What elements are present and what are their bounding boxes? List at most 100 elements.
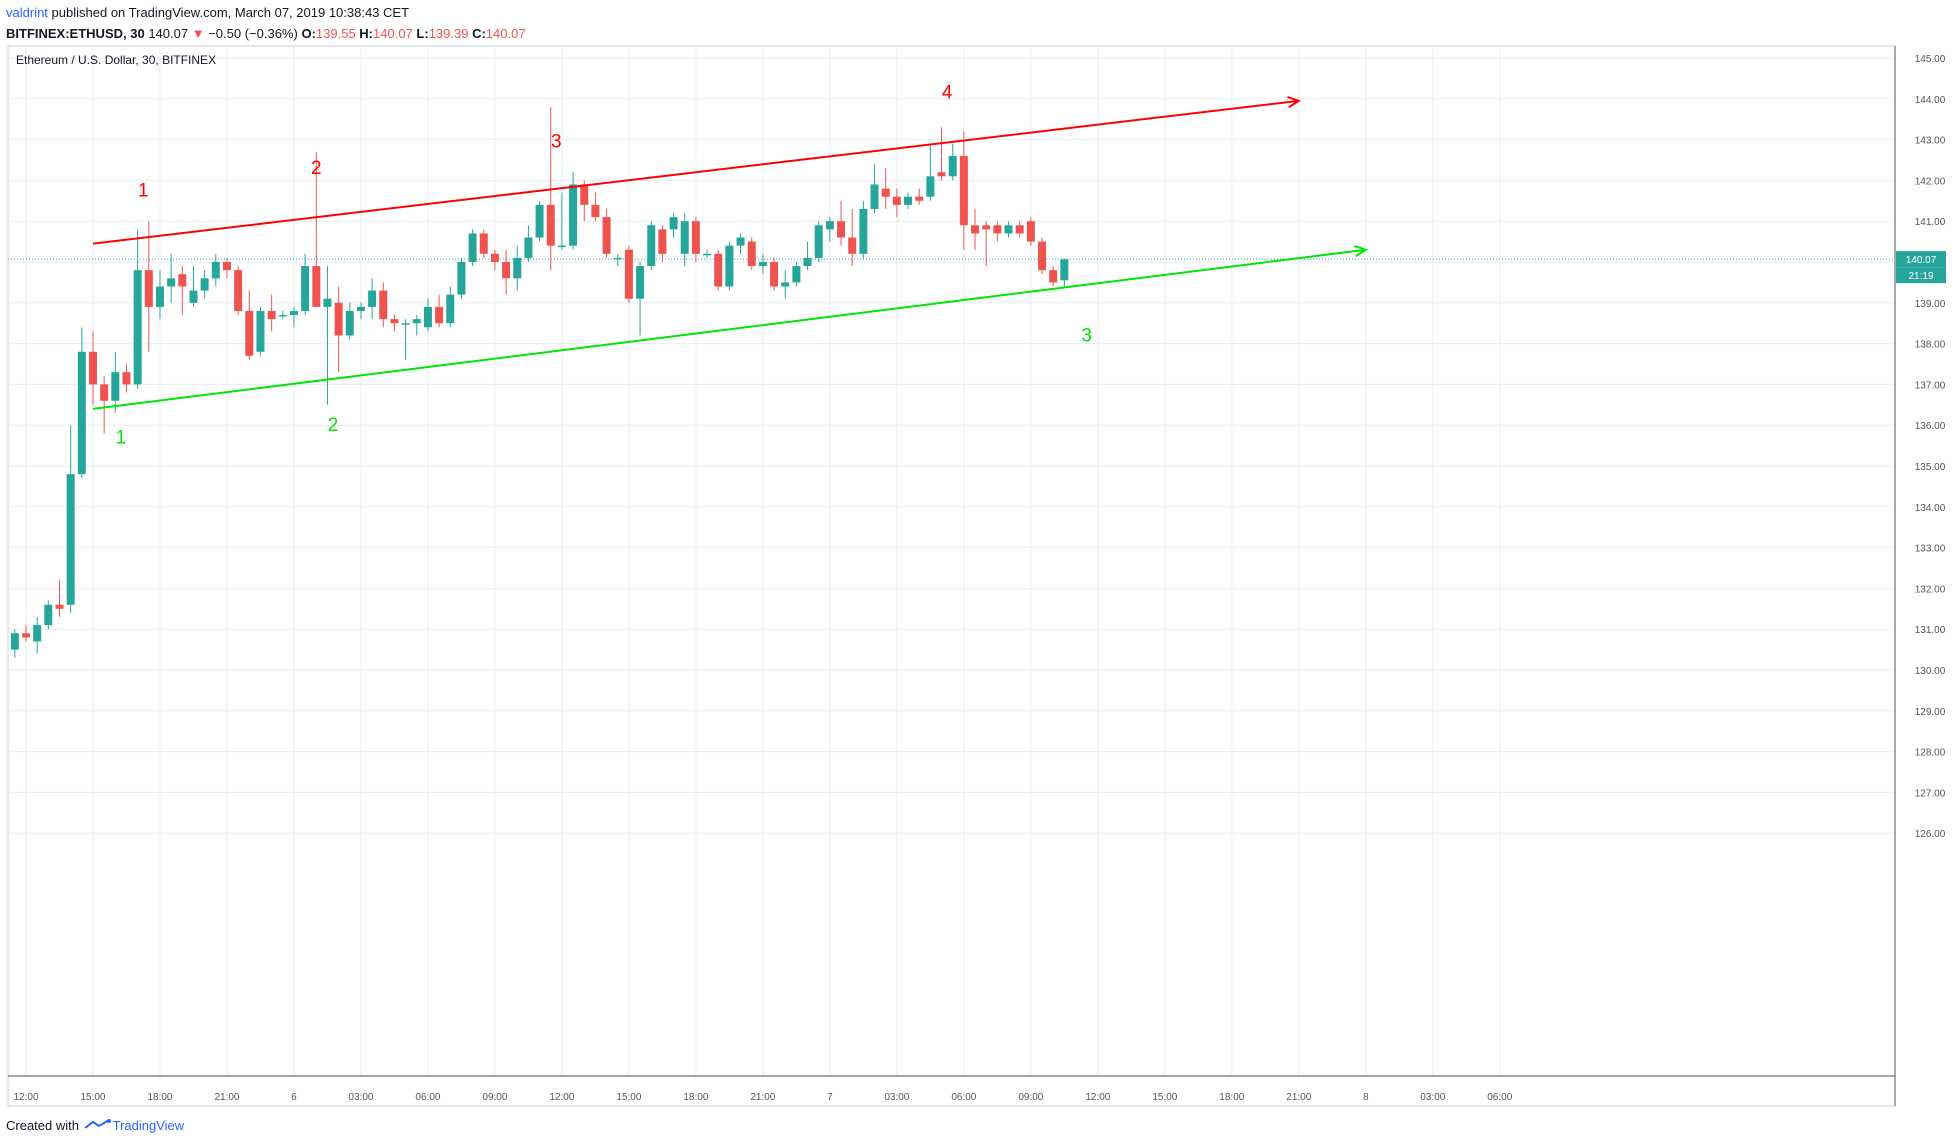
trendlines[interactable] [92, 95, 1369, 410]
candle [736, 233, 745, 254]
time-tick-label: 8 [1363, 1092, 1369, 1103]
candle-body [1015, 225, 1024, 234]
candle-body [278, 315, 287, 317]
time-axis[interactable]: 12:00 15:00 18:00 21:00 6 03:00 06:00 09:00 12:0… [13, 1092, 1512, 1103]
candle-body [915, 196, 924, 201]
candle [591, 192, 600, 222]
candle [926, 143, 935, 201]
candle [814, 221, 823, 262]
candle [1038, 237, 1047, 275]
candle-body [88, 351, 97, 385]
candle [825, 217, 834, 242]
touch-label: 1 [138, 181, 149, 202]
change-down-icon: ▼ [191, 26, 205, 41]
candle-body [144, 270, 153, 307]
candle [435, 294, 444, 328]
candle [44, 600, 53, 630]
author-link[interactable]: valdrint [6, 5, 48, 20]
candle-body [591, 204, 600, 218]
price-axis[interactable]: 145.00144.00143.00142.00141.00140.00139.… [1915, 54, 1946, 840]
candle-body [613, 257, 622, 260]
candle [993, 221, 1002, 242]
candle [345, 302, 354, 340]
price-tick-label: 142.00 [1915, 176, 1946, 187]
symbol-label: BITFINEX:ETHUSD, 30 [6, 26, 145, 41]
time-tick-label: 18:00 [147, 1092, 172, 1103]
price-tick-label: 135.00 [1915, 462, 1946, 473]
candle-body [1004, 225, 1013, 234]
candle-body [111, 372, 120, 401]
candle-body [513, 257, 522, 279]
price-tick-label: 126.00 [1915, 829, 1946, 840]
candle-body [535, 204, 544, 238]
candle-body [423, 306, 432, 328]
candle [211, 253, 220, 287]
candle-body [758, 262, 767, 267]
candle [1026, 217, 1035, 246]
candle-body [848, 237, 857, 254]
support-arrow-icon [1354, 244, 1369, 258]
price-tick-label: 132.00 [1915, 584, 1946, 595]
candle [915, 188, 924, 205]
candle-body [379, 290, 388, 320]
touch-label: 3 [1081, 325, 1092, 346]
price-tick-label: 131.00 [1915, 625, 1946, 636]
candle-body [1038, 241, 1047, 271]
candle [423, 298, 432, 332]
candle [100, 376, 109, 434]
candle [758, 253, 767, 275]
high-label: H: [359, 26, 374, 41]
price-tick-label: 127.00 [1915, 788, 1946, 799]
candle-body [33, 625, 42, 642]
price-tick-label: 138.00 [1915, 340, 1946, 351]
candle-body [1060, 259, 1069, 281]
annotations: 1 2 3 4 1 2 3 [116, 83, 1092, 449]
candle [1049, 266, 1058, 287]
candle-body [55, 604, 64, 609]
candle [479, 229, 488, 258]
last-price-tag-bg [1896, 251, 1946, 268]
candle [88, 331, 97, 405]
last-price: 140.07 [148, 26, 189, 41]
candle [301, 253, 310, 316]
candle-body [368, 290, 377, 307]
countdown-tag-value: 21:19 [1908, 271, 1933, 282]
candle [122, 364, 131, 393]
candle [178, 266, 187, 316]
candle [680, 213, 689, 267]
candle-body [133, 270, 142, 385]
candle-body [725, 245, 734, 287]
candle [1060, 259, 1069, 287]
price-tick-label: 134.00 [1915, 503, 1946, 514]
candle-body [200, 278, 209, 291]
price-tick-label: 144.00 [1915, 95, 1946, 106]
candle [144, 221, 153, 352]
candle [580, 180, 589, 222]
candle-body [736, 237, 745, 246]
candle-body [959, 155, 968, 226]
candle-body [44, 604, 53, 626]
candle-body [703, 253, 712, 256]
candle-body [479, 233, 488, 254]
open-label: O: [301, 26, 316, 41]
candle-body [100, 384, 109, 401]
candle [457, 257, 466, 299]
candle-body [189, 290, 198, 303]
candle-body [334, 302, 343, 336]
candle [892, 188, 901, 218]
time-tick-label: 21:00 [214, 1092, 239, 1103]
candle [848, 208, 857, 267]
last-price-tag-value: 140.07 [1906, 255, 1937, 266]
candle [636, 262, 645, 336]
support-trendline [92, 248, 1366, 410]
candle-body [792, 266, 801, 283]
candle-body [881, 188, 890, 197]
candle-body [624, 249, 633, 299]
candle [904, 192, 913, 209]
tradingview-link[interactable]: TradingView [112, 1118, 185, 1133]
candle [312, 151, 321, 307]
candle-body [669, 217, 678, 230]
candle [446, 286, 455, 328]
candle-body [289, 310, 298, 316]
